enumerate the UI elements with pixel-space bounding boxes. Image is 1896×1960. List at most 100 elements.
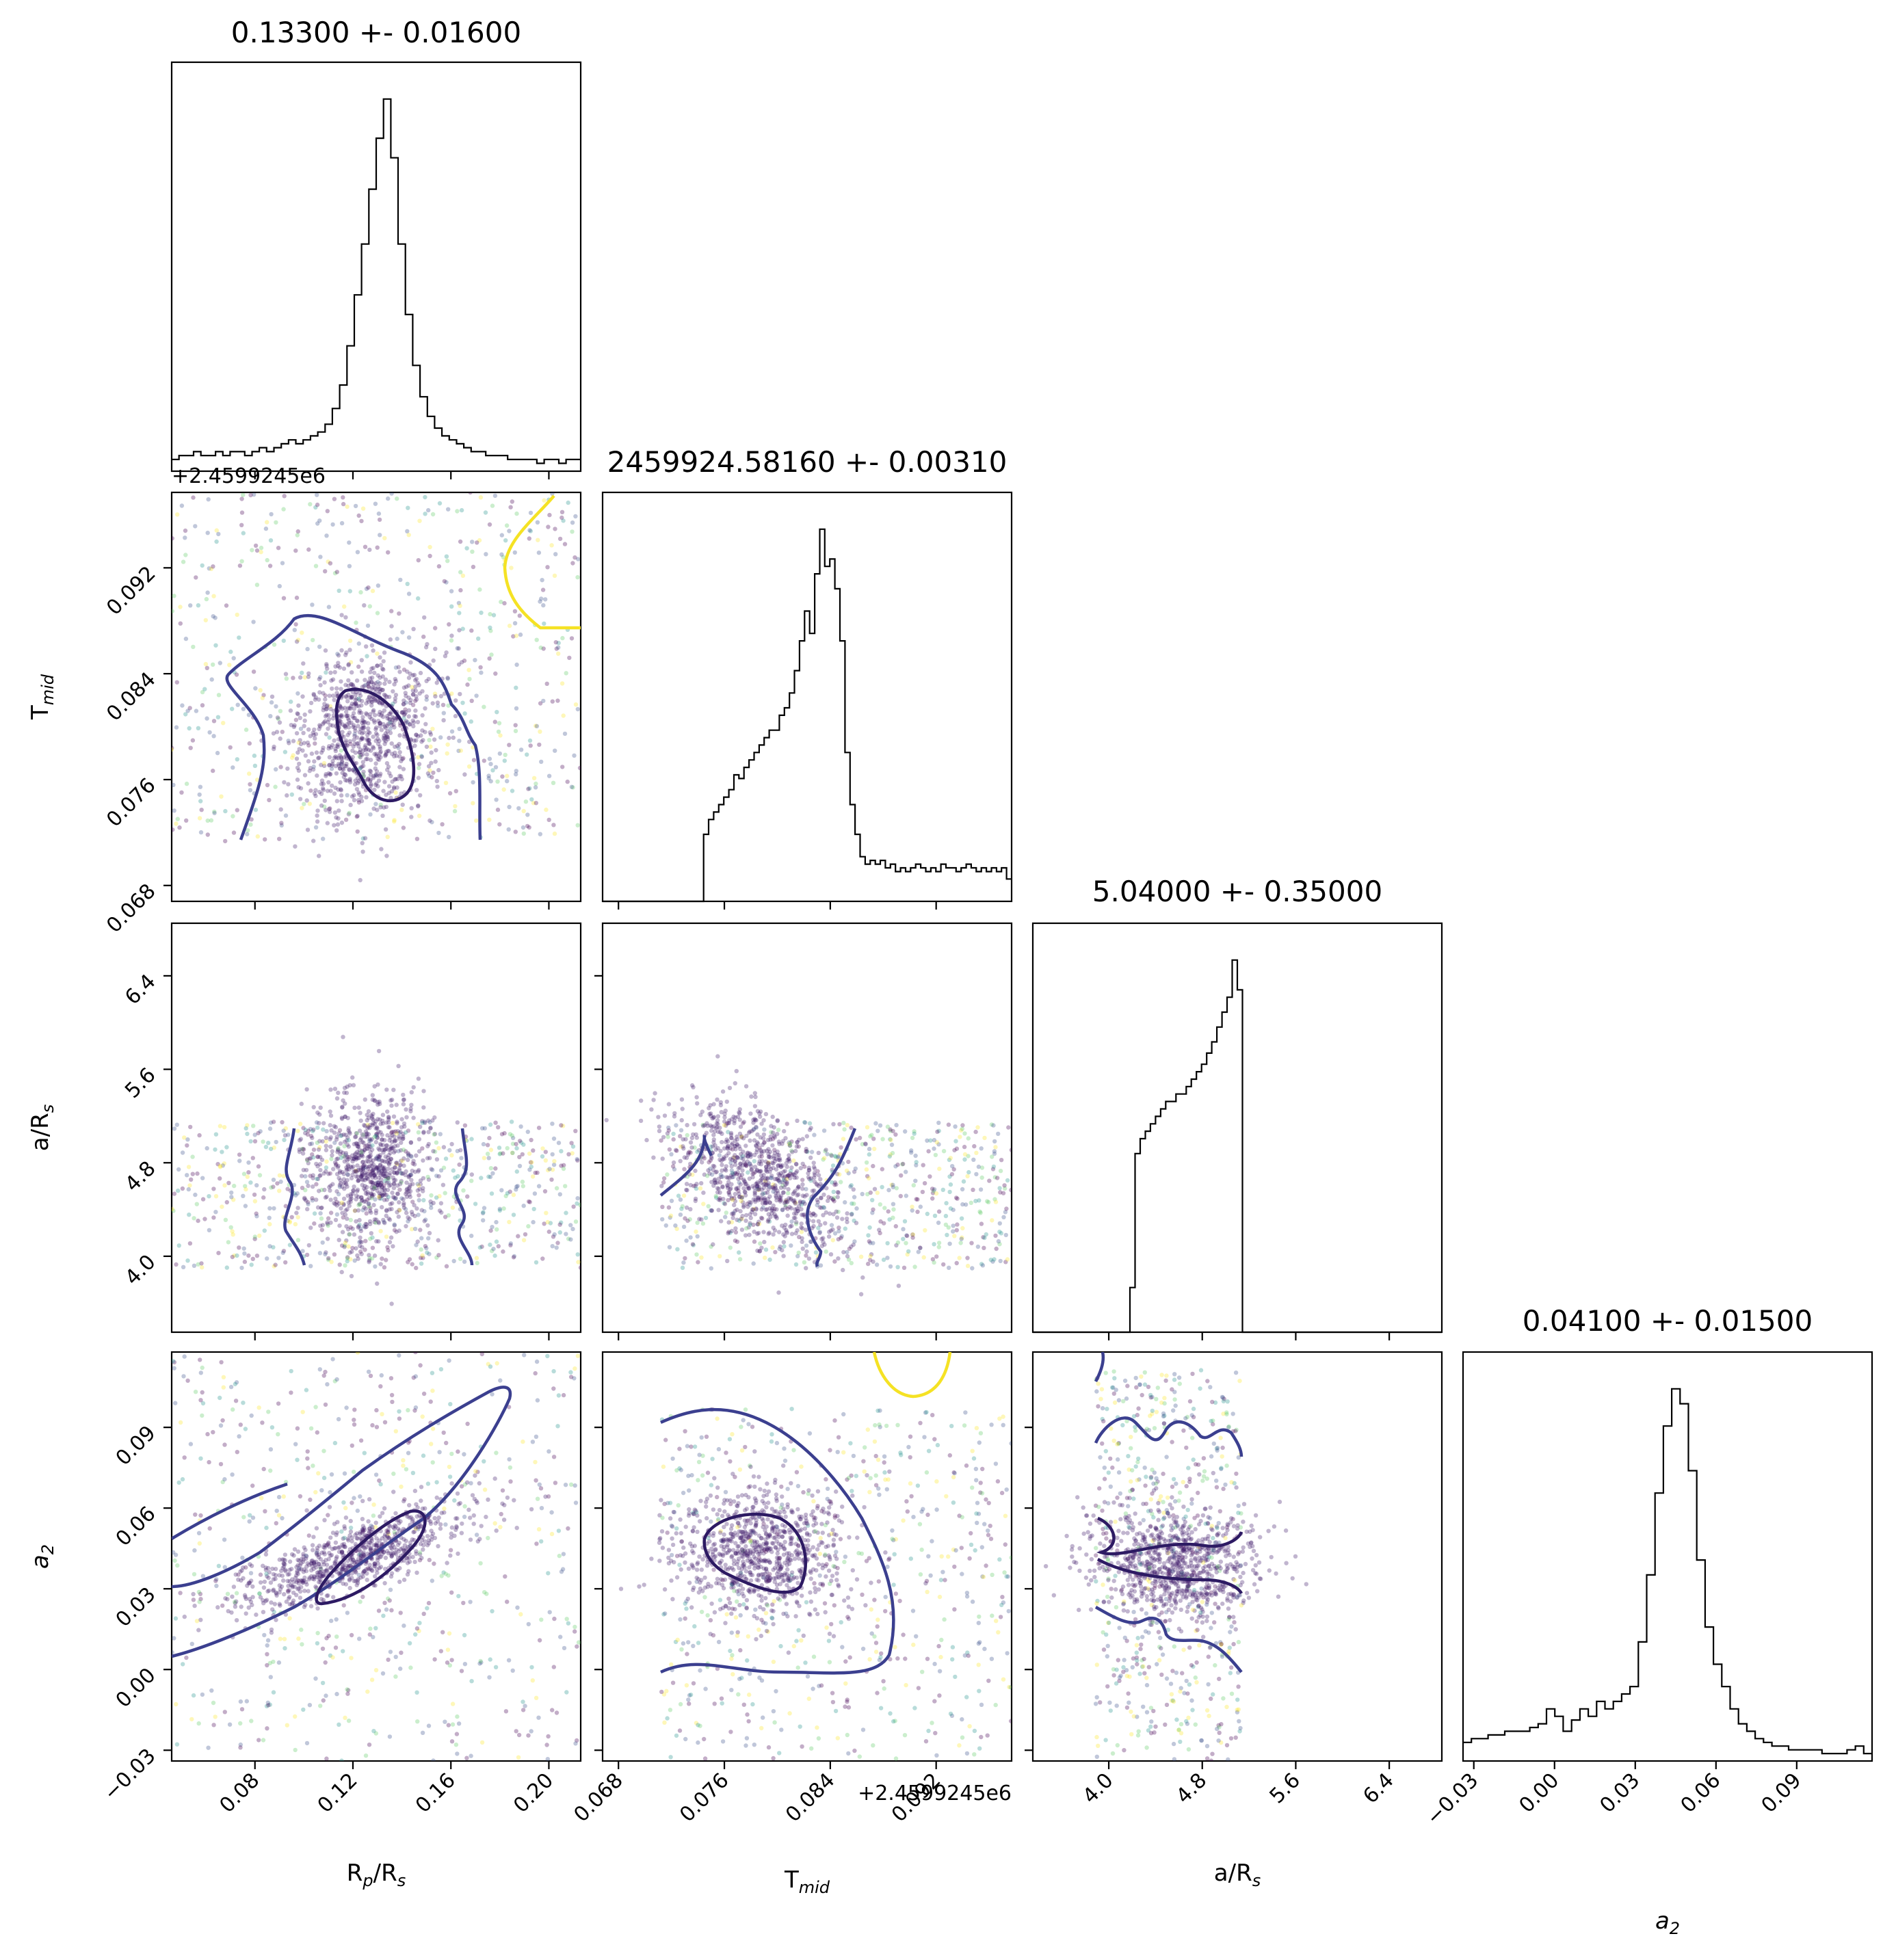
- scatter-point: [789, 1232, 795, 1236]
- scatter-point: [816, 1226, 821, 1230]
- scatter-point: [420, 1253, 425, 1258]
- scatter-point: [826, 1234, 832, 1239]
- scatter-point: [351, 1188, 356, 1193]
- scatter-point: [790, 1150, 795, 1154]
- scatter-point: [316, 1147, 321, 1152]
- scatter-point: [761, 1118, 766, 1123]
- scatter-point: [932, 1242, 936, 1247]
- scatter-point: [384, 1234, 389, 1239]
- scatter-point: [569, 784, 575, 789]
- scatter-point: [406, 1128, 411, 1133]
- scatter-point: [360, 1139, 365, 1145]
- scatter-point: [576, 557, 581, 561]
- scatter-point: [709, 1113, 713, 1118]
- scatter-point: [926, 1149, 931, 1154]
- scatter-point: [320, 1240, 325, 1245]
- scatter-point: [200, 1176, 205, 1180]
- scatter-point: [371, 1202, 376, 1208]
- scatter-point: [375, 663, 380, 668]
- scatter-point: [728, 1156, 733, 1162]
- scatter-point: [449, 589, 454, 594]
- scatter-point: [802, 1120, 808, 1125]
- scatter-point: [300, 1185, 305, 1191]
- scatter-point: [229, 1195, 234, 1200]
- scatter-point: [549, 543, 554, 548]
- scatter-point: [958, 1128, 964, 1133]
- scatter-point: [479, 610, 484, 615]
- scatter-point: [370, 1167, 375, 1172]
- scatter-point: [910, 1235, 915, 1240]
- scatter-point: [334, 756, 339, 760]
- scatter-point: [364, 1222, 369, 1227]
- scatter-point: [681, 1260, 686, 1265]
- scatter-point: [187, 1213, 192, 1217]
- scatter-point: [282, 1562, 287, 1567]
- scatter-point: [387, 1171, 393, 1176]
- scatter-point: [376, 1048, 382, 1054]
- scatter-point: [389, 1552, 395, 1558]
- scatter-point: [571, 1204, 576, 1209]
- scatter-point: [249, 1262, 254, 1267]
- scatter-point: [990, 1167, 996, 1171]
- scatter-point: [438, 1522, 443, 1527]
- scatter-point: [277, 1602, 282, 1606]
- scatter-point: [478, 665, 483, 670]
- scatter-point: [726, 1220, 731, 1225]
- scatter-point: [274, 1590, 278, 1595]
- scatter-point: [770, 1185, 776, 1190]
- scatter-point: [813, 1172, 817, 1178]
- scatter-point: [795, 1186, 800, 1191]
- scatter-point: [778, 1193, 784, 1198]
- scatter-point: [304, 1158, 310, 1163]
- scatter-point: [995, 1176, 1000, 1180]
- scatter-point: [368, 1123, 373, 1128]
- scatter-point: [945, 1232, 949, 1238]
- scatter-point: [249, 1578, 254, 1583]
- scatter-point: [267, 1570, 272, 1575]
- scatter-point: [709, 1266, 714, 1271]
- scatter-point: [819, 1205, 824, 1210]
- scatter-point: [782, 1201, 787, 1206]
- scatter-point: [870, 1210, 875, 1215]
- scatter-point: [451, 1258, 456, 1264]
- scatter-point: [300, 1147, 306, 1152]
- scatter-point: [372, 1172, 377, 1178]
- scatter-point: [351, 724, 356, 730]
- scatter-point: [200, 1390, 205, 1395]
- scatter-point: [976, 1164, 982, 1169]
- scatter-point: [724, 1137, 729, 1142]
- scatter-point: [386, 1535, 391, 1540]
- scatter-point: [176, 1243, 181, 1248]
- scatter-point: [213, 615, 218, 620]
- scatter-point: [251, 1124, 256, 1128]
- scatter-point: [387, 711, 392, 717]
- scatter-point: [239, 1604, 243, 1609]
- scatter-point: [966, 1154, 971, 1158]
- scatter-point: [453, 698, 458, 703]
- scatter-point: [818, 1177, 823, 1182]
- scatter-point: [672, 1167, 677, 1172]
- scatter-point: [321, 1448, 326, 1453]
- scatter-point: [503, 1193, 508, 1199]
- scatter-point: [789, 1165, 794, 1170]
- scatter-point: [758, 1178, 763, 1183]
- scatter-point: [230, 1254, 235, 1260]
- scatter-point: [896, 1284, 901, 1288]
- scatter-point: [311, 1128, 315, 1134]
- scatter-point: [172, 1650, 174, 1655]
- scatter-point: [319, 750, 324, 755]
- scatter-point: [356, 1225, 360, 1230]
- scatter-point: [774, 1216, 780, 1221]
- scatter-point: [659, 1184, 664, 1189]
- scatter-point: [401, 767, 406, 771]
- scatter-point: [854, 1137, 858, 1142]
- scatter-point: [312, 1211, 317, 1216]
- scatter-point: [411, 692, 416, 697]
- scatter-point: [566, 1152, 571, 1157]
- scatter-point: [722, 1119, 727, 1124]
- scatter-point: [455, 1491, 460, 1496]
- scatter-point: [469, 719, 473, 724]
- scatter-point: [304, 798, 309, 803]
- scatter-point: [791, 1171, 795, 1177]
- scatter-point: [811, 1219, 816, 1223]
